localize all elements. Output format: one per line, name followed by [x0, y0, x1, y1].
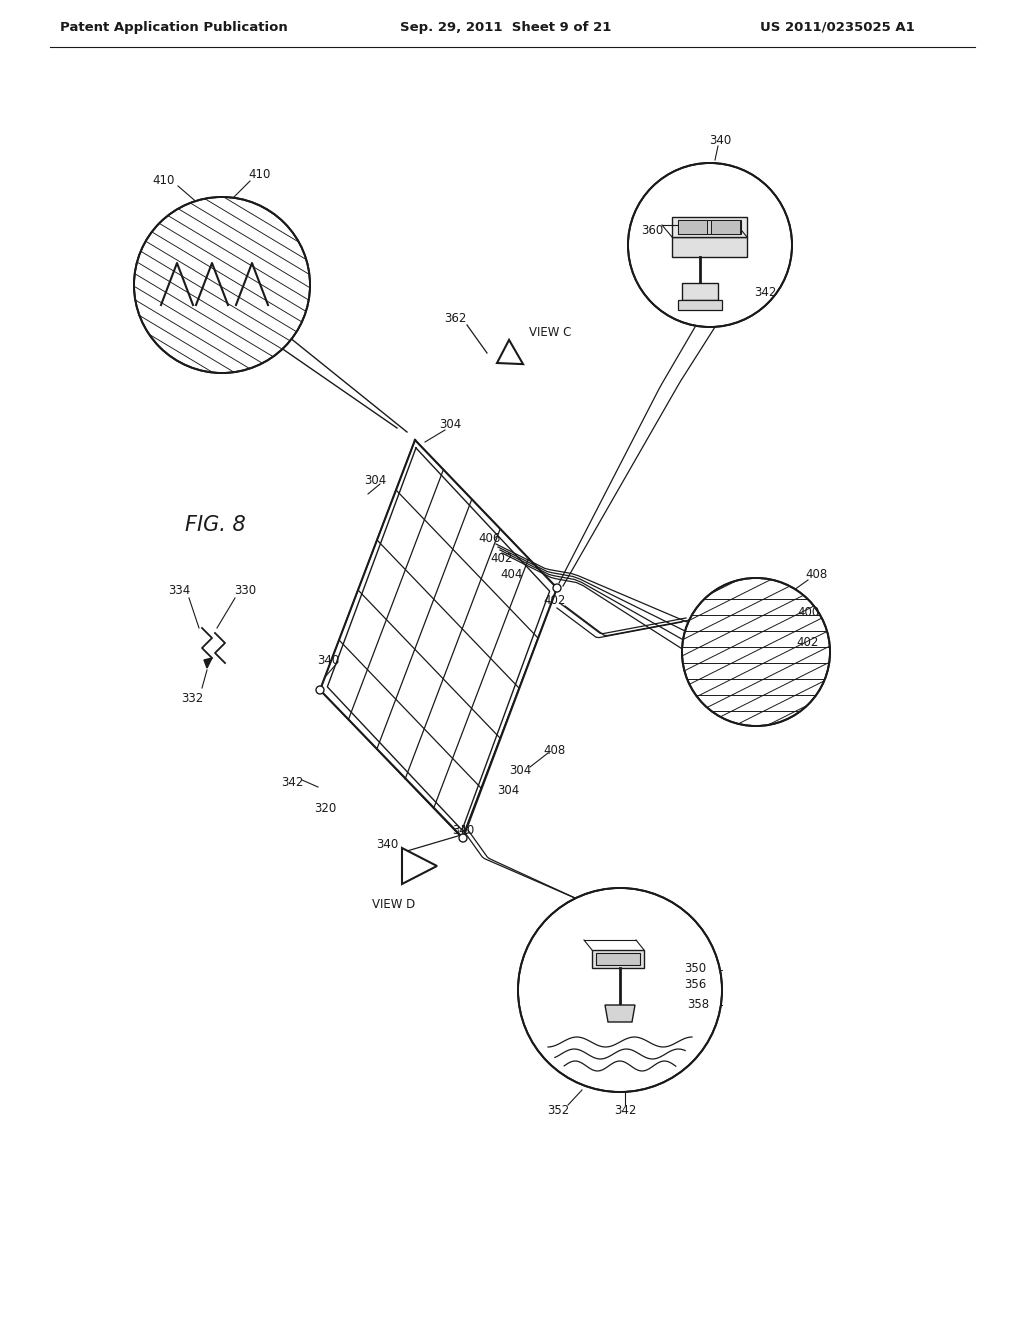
Text: 404: 404	[501, 569, 523, 582]
Text: 356: 356	[684, 978, 707, 991]
Text: 340: 340	[452, 824, 474, 837]
Text: 342: 342	[754, 286, 776, 300]
Text: 360: 360	[671, 223, 693, 236]
Text: 320: 320	[314, 801, 336, 814]
Text: 352: 352	[547, 1104, 569, 1117]
Circle shape	[628, 162, 792, 327]
Text: 340: 340	[316, 653, 339, 667]
FancyBboxPatch shape	[682, 282, 718, 300]
Text: 304: 304	[509, 763, 531, 776]
FancyBboxPatch shape	[592, 950, 644, 968]
Text: VIEW C: VIEW C	[529, 326, 571, 339]
Text: 402: 402	[490, 552, 513, 565]
Text: US 2011/0235025 A1: US 2011/0235025 A1	[760, 21, 914, 33]
Text: Patent Application Publication: Patent Application Publication	[60, 21, 288, 33]
Text: 340: 340	[709, 135, 731, 148]
Text: VIEW D: VIEW D	[373, 898, 416, 911]
Text: 410: 410	[153, 174, 175, 187]
FancyBboxPatch shape	[596, 953, 640, 965]
Text: 358: 358	[687, 998, 709, 1011]
FancyBboxPatch shape	[678, 220, 741, 234]
Circle shape	[682, 578, 830, 726]
Circle shape	[316, 686, 324, 694]
FancyBboxPatch shape	[711, 220, 740, 234]
Text: 406: 406	[479, 532, 501, 544]
Text: 304: 304	[439, 418, 461, 432]
Text: 304: 304	[497, 784, 519, 796]
Text: Sep. 29, 2011  Sheet 9 of 21: Sep. 29, 2011 Sheet 9 of 21	[400, 21, 611, 33]
FancyBboxPatch shape	[672, 216, 746, 238]
FancyBboxPatch shape	[672, 238, 746, 257]
Text: 334: 334	[168, 583, 190, 597]
Polygon shape	[402, 847, 437, 884]
Text: FIG. 8: FIG. 8	[185, 515, 246, 535]
Text: 402: 402	[797, 635, 819, 648]
Text: 342: 342	[281, 776, 303, 788]
Text: 304: 304	[364, 474, 386, 487]
Text: 340: 340	[376, 837, 398, 850]
FancyBboxPatch shape	[678, 300, 722, 310]
Text: 402: 402	[544, 594, 566, 606]
Circle shape	[459, 834, 467, 842]
Polygon shape	[605, 1005, 635, 1022]
Text: 332: 332	[181, 692, 203, 705]
Text: 360: 360	[689, 248, 711, 261]
Polygon shape	[497, 339, 523, 364]
Circle shape	[134, 197, 310, 374]
Circle shape	[553, 583, 561, 591]
Text: 408: 408	[805, 568, 827, 581]
Text: 342: 342	[613, 1104, 636, 1117]
Text: 360: 360	[641, 223, 664, 236]
Text: 330: 330	[233, 583, 256, 597]
Text: 362: 362	[443, 312, 466, 325]
Text: 400: 400	[797, 606, 819, 619]
Circle shape	[518, 888, 722, 1092]
Text: 350: 350	[684, 961, 707, 974]
FancyBboxPatch shape	[678, 220, 707, 234]
Polygon shape	[204, 657, 212, 668]
Text: 410: 410	[249, 169, 271, 181]
Text: 408: 408	[544, 743, 566, 756]
